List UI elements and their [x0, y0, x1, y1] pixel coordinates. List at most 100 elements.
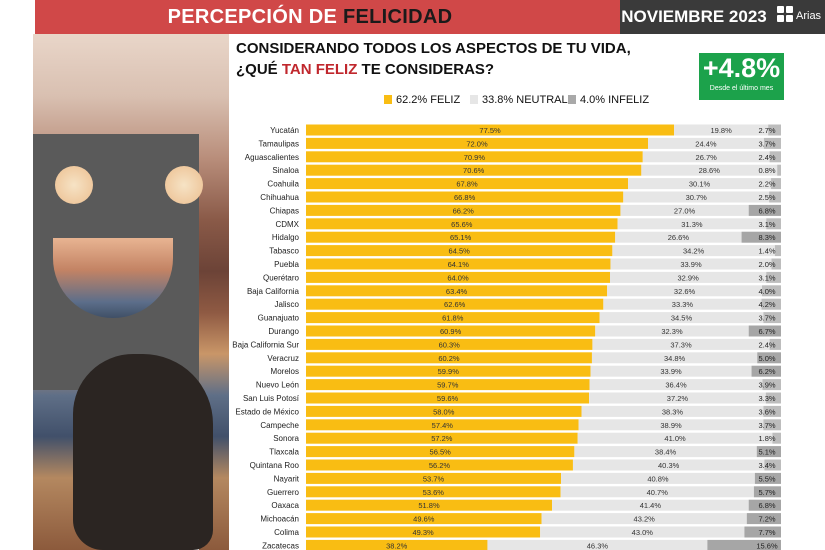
smiley-photo	[33, 34, 229, 550]
smiley-mouth	[53, 238, 173, 318]
value-label-neutral: 37.3%	[670, 340, 692, 349]
legend-label: 62.2% FELIZ	[396, 94, 461, 106]
category-label: Puebla	[274, 260, 299, 269]
title-highlight: FELICIDAD	[342, 6, 453, 28]
kpi-value: +4.8%	[702, 53, 781, 83]
value-label-feliz: 51.8%	[418, 501, 440, 510]
category-label: Michoacán	[260, 515, 299, 524]
value-label-infeliz: 1.4%	[758, 247, 775, 256]
value-label-feliz: 61.8%	[442, 314, 464, 323]
value-label-neutral: 33.9%	[660, 367, 682, 376]
bar-feliz	[306, 459, 573, 471]
value-label-feliz: 65.1%	[450, 233, 472, 242]
value-label-feliz: 62.6%	[444, 300, 466, 309]
value-label-neutral: 26.7%	[696, 153, 718, 162]
legend-label: 4.0% INFELIZ	[580, 94, 650, 106]
value-label-feliz: 77.5%	[479, 126, 501, 135]
value-label-infeliz: 2.4%	[758, 153, 775, 162]
question-pre: ¿QUÉ	[236, 61, 282, 78]
value-label-neutral: 37.2%	[667, 394, 689, 403]
bar-neutral	[552, 499, 749, 511]
header-bar: PERCEPCIÓN DE FELICIDAD NOVIEMBRE 2023 A…	[35, 0, 825, 34]
category-label: Veracruz	[267, 354, 299, 363]
category-label: Querétaro	[263, 273, 300, 282]
bar-infeliz	[748, 325, 781, 337]
bar-infeliz	[748, 204, 781, 216]
value-label-neutral: 27.0%	[674, 206, 696, 215]
bar-feliz	[306, 472, 562, 484]
bar-neutral	[487, 539, 708, 550]
survey-question: CONSIDERANDO TODOS LOS ASPECTOS DE TU VI…	[236, 38, 696, 80]
legend-item-infeliz: 4.0% INFELIZ	[568, 93, 649, 107]
category-label: Jalisco	[275, 300, 300, 309]
question-line-1: CONSIDERANDO TODOS LOS ASPECTOS DE TU VI…	[236, 40, 631, 57]
legend-swatch	[470, 95, 478, 104]
bar-infeliz	[765, 392, 781, 404]
value-label-feliz: 64.0%	[447, 273, 469, 282]
legend-swatch	[568, 95, 576, 104]
question-post: TE CONSIDERAS?	[357, 61, 495, 78]
bar-neutral	[603, 298, 762, 310]
category-label: CDMX	[275, 220, 299, 229]
value-label-feliz: 59.6%	[437, 394, 459, 403]
bar-neutral	[628, 178, 772, 190]
value-label-infeliz: 3.7%	[758, 139, 775, 148]
bar-infeliz	[763, 419, 781, 431]
category-label: Oaxaca	[271, 501, 299, 510]
bar-infeliz	[764, 459, 781, 471]
legend-item-feliz: 62.2% FELIZ	[384, 93, 460, 107]
value-label-infeliz: 6.2%	[758, 367, 775, 376]
bar-neutral	[642, 151, 770, 163]
value-label-feliz: 49.3%	[412, 528, 434, 537]
category-label: Hidalgo	[272, 233, 300, 242]
value-label-infeliz: 6.8%	[758, 501, 775, 510]
category-label: Coahuila	[267, 180, 299, 189]
value-label-infeliz: 3.7%	[758, 421, 775, 430]
value-label-infeliz: 5.1%	[758, 448, 775, 457]
value-label-feliz: 57.2%	[431, 434, 453, 443]
value-label-feliz: 70.9%	[464, 153, 486, 162]
bar-neutral	[574, 446, 757, 458]
category-label: Yucatán	[270, 126, 299, 135]
category-label: Aguascalientes	[245, 153, 299, 162]
bar-feliz	[306, 204, 621, 216]
bar-neutral	[592, 338, 770, 350]
category-label: Tabasco	[269, 247, 299, 256]
category-label: Durango	[268, 327, 299, 336]
bar-feliz	[306, 432, 578, 444]
value-label-infeliz: 8.3%	[758, 233, 775, 242]
bar-infeliz	[771, 258, 781, 270]
value-label-feliz: 72.0%	[466, 139, 488, 148]
smiley-right-eye	[165, 166, 203, 204]
value-label-feliz: 56.2%	[429, 461, 451, 470]
bar-neutral	[617, 218, 767, 230]
logo-mark-icon	[786, 15, 793, 22]
value-label-neutral: 38.4%	[655, 448, 677, 457]
photo-hand	[73, 354, 213, 550]
bar-infeliz	[756, 446, 781, 458]
bar-neutral	[612, 245, 775, 257]
value-label-infeliz: 4.2%	[758, 300, 775, 309]
value-label-neutral: 19.8%	[711, 126, 733, 135]
bar-infeliz	[772, 432, 781, 444]
bar-neutral	[607, 285, 762, 297]
bar-infeliz	[766, 271, 781, 283]
bar-infeliz	[774, 245, 781, 257]
value-label-feliz: 60.3%	[439, 340, 461, 349]
bar-feliz	[306, 379, 590, 391]
kpi-badge: +4.8% Desde el último mes	[699, 53, 784, 100]
bar-feliz	[306, 245, 613, 257]
bar-feliz	[306, 124, 675, 136]
value-label-feliz: 60.9%	[440, 327, 462, 336]
value-label-neutral: 36.4%	[665, 381, 687, 390]
value-label-neutral: 32.3%	[661, 327, 683, 336]
bar-neutral	[623, 191, 770, 203]
value-label-neutral: 43.2%	[634, 515, 656, 524]
bar-infeliz	[766, 218, 781, 230]
value-label-infeliz: 2.7%	[758, 126, 775, 135]
smiley-left-eye	[55, 166, 93, 204]
category-label: San Luis Potosí	[243, 394, 300, 403]
value-label-neutral: 34.2%	[683, 247, 705, 256]
bar-infeliz	[741, 231, 781, 243]
bar-infeliz	[769, 338, 781, 350]
